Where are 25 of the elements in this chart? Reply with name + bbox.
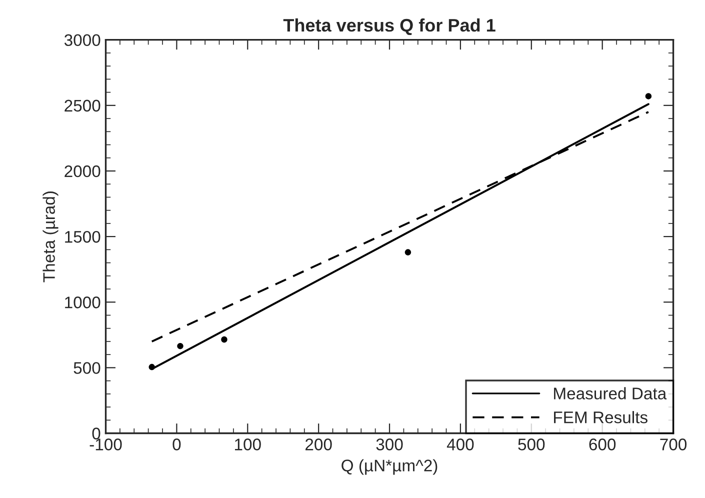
y-tick-label: 1500: [65, 230, 100, 243]
x-tick-label: 0: [172, 438, 181, 450]
x-tick-label: 300: [376, 438, 403, 450]
x-axis-title: Q (µN*µm^2): [342, 459, 438, 475]
point: [221, 336, 228, 343]
y-axis-title: Theta (µrad): [42, 192, 58, 282]
x-tick-label: -100: [90, 438, 122, 450]
y-tick-label: 1000: [65, 296, 100, 308]
x-tick-label: 700: [660, 438, 687, 450]
y-tick-label: 2500: [64, 100, 100, 112]
legend-label: FEM Results: [554, 411, 648, 424]
point: [404, 249, 412, 256]
y-tick-label: 0: [92, 428, 100, 440]
point: [177, 342, 184, 350]
x-tick-label: 400: [446, 438, 474, 450]
chart-title: Theta versus Q for Pad 1: [283, 18, 496, 36]
y-tick-label: 3000: [64, 34, 100, 46]
legend-label: Measured Data: [554, 387, 667, 400]
y-tick-label: 500: [74, 362, 100, 374]
y-tick-label: 2000: [64, 165, 100, 178]
point: [645, 93, 652, 100]
x-tick-label: 100: [235, 438, 261, 450]
x-tick-label: 500: [518, 438, 545, 450]
x-tick-label: 600: [589, 438, 616, 450]
x-tick-label: 200: [306, 438, 332, 450]
